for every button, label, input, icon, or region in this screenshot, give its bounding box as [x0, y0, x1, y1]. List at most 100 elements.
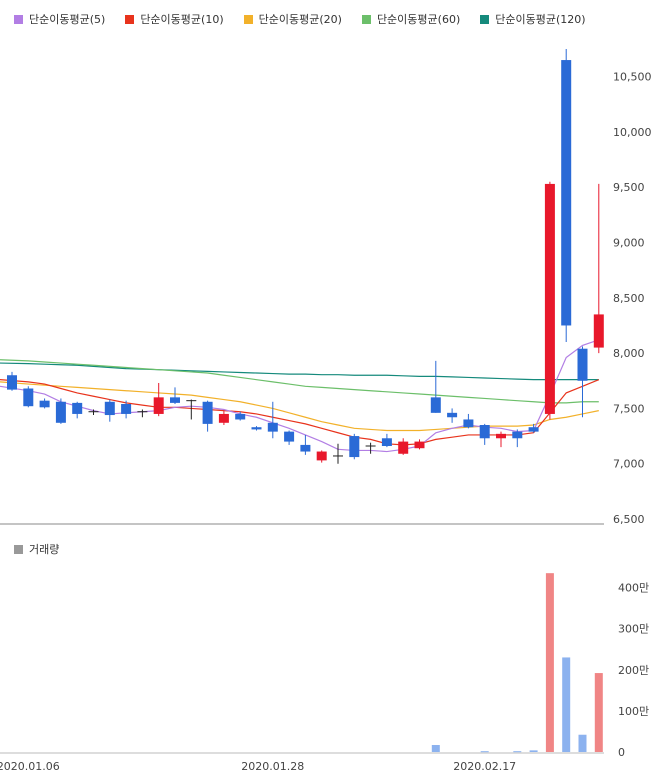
- volume-bar: [562, 657, 571, 752]
- candle: [104, 399, 115, 422]
- volume-swatch: [14, 544, 23, 554]
- candle: [365, 442, 376, 454]
- candle: [267, 401, 278, 439]
- legend-item: 단순이동평균(60): [361, 10, 461, 28]
- candle: [153, 382, 164, 417]
- candle-body: [496, 433, 506, 439]
- candle: [593, 183, 604, 354]
- candle-body: [561, 60, 572, 326]
- candle-body: [316, 451, 327, 461]
- candle: [544, 181, 555, 420]
- candle-body: [447, 412, 458, 418]
- candle: [23, 386, 34, 408]
- volume-bar: [480, 751, 489, 753]
- price-y-tick-label: 7,500: [613, 402, 645, 415]
- volume-bar: [529, 750, 538, 752]
- candle: [235, 411, 246, 421]
- candle-body: [267, 422, 278, 432]
- candle-body: [577, 348, 588, 381]
- candle: [561, 49, 572, 343]
- price-y-tick-label: 8,000: [613, 347, 645, 360]
- candle-body: [235, 413, 246, 420]
- legend-swatch: [361, 14, 371, 24]
- candle-body: [218, 413, 229, 423]
- candle-body: [381, 438, 392, 447]
- candle: [528, 423, 539, 433]
- candle-body: [284, 431, 295, 442]
- candle-body: [72, 402, 83, 414]
- candle: [479, 423, 490, 445]
- legend-label: 단순이동평균(5): [29, 13, 106, 26]
- candle: [381, 433, 392, 448]
- candle-body: [251, 427, 262, 430]
- candle-body: [479, 425, 490, 439]
- price-y-tick-label: 8,500: [613, 292, 645, 305]
- legend-item: 단순이동평균(20): [243, 10, 342, 28]
- candle: [72, 401, 83, 419]
- volume-y-tick-label: 200만: [618, 664, 649, 677]
- volume-y-tick-label: 100만: [618, 705, 649, 718]
- candle: [202, 400, 213, 432]
- candle-body: [512, 431, 523, 439]
- candle-body: [39, 400, 50, 408]
- candle: [414, 439, 425, 450]
- candle-body: [463, 419, 474, 428]
- candle-body: [300, 444, 311, 452]
- volume-bar: [431, 745, 440, 752]
- candle-body: [202, 401, 213, 424]
- candle-body: [153, 397, 164, 414]
- candle: [284, 430, 295, 445]
- moving-average-line: [0, 362, 599, 381]
- legend-label: 단순이동평균(10): [140, 13, 224, 26]
- price-y-tick-label: 6,500: [613, 513, 645, 526]
- legend-swatch: [14, 14, 23, 24]
- legend-label: 단순이동평균(120): [495, 13, 586, 26]
- candle: [39, 398, 50, 409]
- moving-average-line: [0, 359, 599, 404]
- candle: [398, 438, 409, 455]
- volume-bar: [513, 751, 522, 753]
- chart-legend: 단순이동평균(5) 단순이동평균(10) 단순이동평균(20) 단순이동평균(60) 단…: [14, 10, 606, 28]
- candle: [430, 360, 441, 413]
- candle-body: [544, 183, 555, 414]
- candle-body: [349, 436, 360, 458]
- volume-bar: [545, 573, 554, 752]
- candle: [300, 434, 311, 455]
- price-y-tick-label: 9,500: [613, 181, 645, 194]
- candle: [121, 400, 132, 419]
- candle: [577, 346, 588, 418]
- legend-label: 단순이동평균(20): [258, 13, 342, 26]
- legend-swatch: [480, 14, 490, 24]
- volume-legend-label: 거래량: [29, 543, 60, 556]
- candle: [55, 398, 66, 424]
- candle-body: [528, 427, 539, 432]
- candle: [137, 409, 148, 418]
- candle: [186, 399, 197, 420]
- volume-y-tick-label: 400만: [618, 582, 649, 595]
- axes: 6,500 7,000 7,500 8,000 8,500 9,000 9,500 10,00…: [0, 71, 652, 773]
- legend-swatch: [243, 14, 253, 24]
- candle-body: [7, 375, 17, 390]
- candle: [496, 431, 506, 448]
- legend-label: 단순이동평균(60): [376, 13, 461, 26]
- price-plot: [0, 49, 604, 464]
- legend-swatch: [125, 14, 135, 24]
- candle: [316, 450, 327, 463]
- candle: [170, 387, 180, 404]
- candle-body: [398, 441, 409, 454]
- candle: [447, 408, 458, 423]
- price-y-tick-label: 10,000: [613, 126, 652, 139]
- volume-y-tick-label: 0: [618, 746, 625, 759]
- x-tick-label: 2020.01.06: [0, 760, 60, 773]
- legend-item: 단순이동평균(120): [480, 10, 586, 28]
- candle: [88, 409, 99, 416]
- moving-average-line: [0, 379, 600, 446]
- x-tick-label: 2020.02.17: [453, 760, 516, 773]
- volume-plot: [431, 573, 603, 753]
- volume-legend: 거래량: [14, 541, 59, 557]
- candle: [333, 443, 343, 464]
- price-y-tick-label: 7,000: [613, 458, 645, 471]
- volume-y-tick-label: 300만: [618, 623, 649, 636]
- candle-body: [414, 441, 425, 449]
